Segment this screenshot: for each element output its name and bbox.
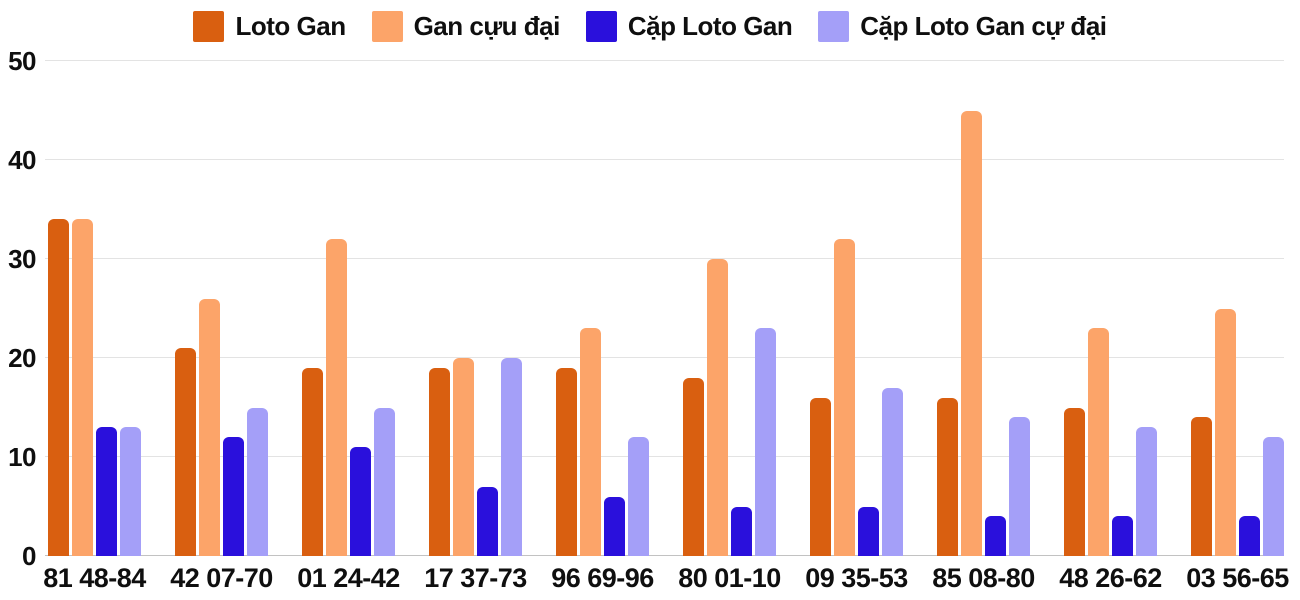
bar-cap-loto-gan-42-07-70 xyxy=(223,437,244,556)
x-axis: 81 48-84 42 07-70 01 24-42 17 37-73 96 69-96… xyxy=(31,563,1300,594)
bar-loto-gan-48-26-62 xyxy=(1064,407,1085,556)
chart-legend: Loto Gan Gan cựu đại Cặp Loto Gan Cặp Loto … xyxy=(0,11,1300,42)
plot-area xyxy=(45,60,1284,556)
y-axis-tick-label: 30 xyxy=(8,244,36,274)
bar-loto-gan-03-56-65 xyxy=(1191,417,1212,556)
x-axis-label: 42 07-70 xyxy=(170,563,273,593)
bar-gan-cuu-ai-42-07-70 xyxy=(199,298,220,556)
bar-cap-loto-gan-80-01-10 xyxy=(731,506,752,556)
bar-cap-loto-gan-48-26-62 xyxy=(1112,516,1133,556)
bar-gan-cuu-ai-81-48-84 xyxy=(72,219,93,556)
bar-gan-cuu-ai-01-24-42 xyxy=(326,239,347,556)
bar-group-80-01-10 xyxy=(666,61,793,556)
bar-loto-gan-85-08-80 xyxy=(937,397,958,556)
bar-cap-loto-gan-cu-ai-80-01-10 xyxy=(755,328,776,556)
bar-cap-loto-gan-cu-ai-85-08-80 xyxy=(1009,417,1030,556)
bar-group-85-08-80 xyxy=(920,61,1047,556)
legend-swatch-icon xyxy=(585,11,617,42)
legend-item-cap-loto-gan-cu-ai[interactable]: Cặp Loto Gan cự đại xyxy=(818,11,1107,42)
bar-gan-cuu-ai-48-26-62 xyxy=(1088,328,1109,556)
legend-swatch-icon xyxy=(371,11,403,42)
bar-groups xyxy=(31,61,1300,556)
bar-cap-loto-gan-cu-ai-81-48-84 xyxy=(120,427,141,556)
bar-loto-gan-01-24-42 xyxy=(302,367,323,556)
bar-gan-cuu-ai-17-37-73 xyxy=(453,358,474,556)
x-axis-label: 80 01-10 xyxy=(678,563,781,593)
x-axis-label: 48 26-62 xyxy=(1059,563,1162,593)
bar-cap-loto-gan-cu-ai-09-35-53 xyxy=(882,387,903,556)
gridline xyxy=(45,60,1284,61)
bar-cap-loto-gan-17-37-73 xyxy=(477,486,498,556)
y-axis-tick-label: 50 xyxy=(8,46,36,76)
bar-cap-loto-gan-09-35-53 xyxy=(858,506,879,556)
bar-cap-loto-gan-01-24-42 xyxy=(350,447,371,556)
bar-cap-loto-gan-cu-ai-03-56-65 xyxy=(1263,437,1284,556)
bar-gan-cuu-ai-85-08-80 xyxy=(961,110,982,556)
x-axis-baseline xyxy=(45,555,1284,556)
bar-loto-gan-80-01-10 xyxy=(683,377,704,556)
gridline xyxy=(45,357,1284,358)
bar-cap-loto-gan-cu-ai-01-24-42 xyxy=(374,407,395,556)
x-axis-label: 09 35-53 xyxy=(805,563,908,593)
bar-cap-loto-gan-85-08-80 xyxy=(985,516,1006,556)
y-axis: 0 10 20 30 40 50 xyxy=(0,46,36,571)
legend-label: Cặp Loto Gan cự đại xyxy=(860,11,1107,41)
y-axis-tick-label: 20 xyxy=(8,343,36,373)
y-axis-tick-label: 0 xyxy=(22,541,36,571)
gridline xyxy=(45,456,1284,457)
bar-loto-gan-96-69-96 xyxy=(556,367,577,556)
bar-cap-loto-gan-96-69-96 xyxy=(604,496,625,556)
bar-cap-loto-gan-cu-ai-48-26-62 xyxy=(1136,427,1157,556)
bar-gan-cuu-ai-09-35-53 xyxy=(834,239,855,556)
x-axis-label: 01 24-42 xyxy=(297,563,400,593)
legend-swatch-icon xyxy=(193,11,225,42)
legend-label: Gan cựu đại xyxy=(413,11,561,41)
bar-group-17-37-73 xyxy=(412,61,539,556)
bar-group-01-24-42 xyxy=(285,61,412,556)
bar-loto-gan-09-35-53 xyxy=(810,397,831,556)
legend-item-loto-gan[interactable]: Loto Gan xyxy=(193,11,346,42)
legend-swatch-icon xyxy=(818,11,850,42)
bar-cap-loto-gan-03-56-65 xyxy=(1239,516,1260,556)
legend-item-cap-loto-gan[interactable]: Cặp Loto Gan xyxy=(585,11,793,42)
x-axis-label: 17 37-73 xyxy=(424,563,527,593)
gridline xyxy=(45,258,1284,259)
bar-cap-loto-gan-cu-ai-42-07-70 xyxy=(247,407,268,556)
bar-group-42-07-70 xyxy=(158,61,285,556)
bar-gan-cuu-ai-80-01-10 xyxy=(707,259,728,556)
x-axis-label: 96 69-96 xyxy=(551,563,654,593)
bar-group-03-56-65 xyxy=(1174,61,1300,556)
bar-gan-cuu-ai-96-69-96 xyxy=(580,328,601,556)
x-axis-label: 85 08-80 xyxy=(932,563,1035,593)
gridline xyxy=(45,159,1284,160)
legend-label: Cặp Loto Gan xyxy=(627,11,793,41)
bar-cap-loto-gan-cu-ai-17-37-73 xyxy=(501,358,522,556)
bar-cap-loto-gan-cu-ai-96-69-96 xyxy=(628,437,649,556)
bar-group-48-26-62 xyxy=(1047,61,1174,556)
bar-loto-gan-81-48-84 xyxy=(48,219,69,556)
legend-label: Loto Gan xyxy=(235,11,346,41)
bar-group-09-35-53 xyxy=(793,61,920,556)
x-axis-label: 81 48-84 xyxy=(43,563,146,593)
bar-group-96-69-96 xyxy=(539,61,666,556)
y-axis-tick-label: 10 xyxy=(8,442,36,472)
bar-cap-loto-gan-81-48-84 xyxy=(96,427,117,556)
y-axis-tick-label: 40 xyxy=(8,145,36,175)
bar-loto-gan-17-37-73 xyxy=(429,367,450,556)
bar-gan-cuu-ai-03-56-65 xyxy=(1215,308,1236,556)
legend-item-gan-cuu-ai[interactable]: Gan cựu đại xyxy=(371,11,561,42)
x-axis-label: 03 56-65 xyxy=(1186,563,1289,593)
bar-group-81-48-84 xyxy=(31,61,158,556)
bar-loto-gan-42-07-70 xyxy=(175,348,196,556)
